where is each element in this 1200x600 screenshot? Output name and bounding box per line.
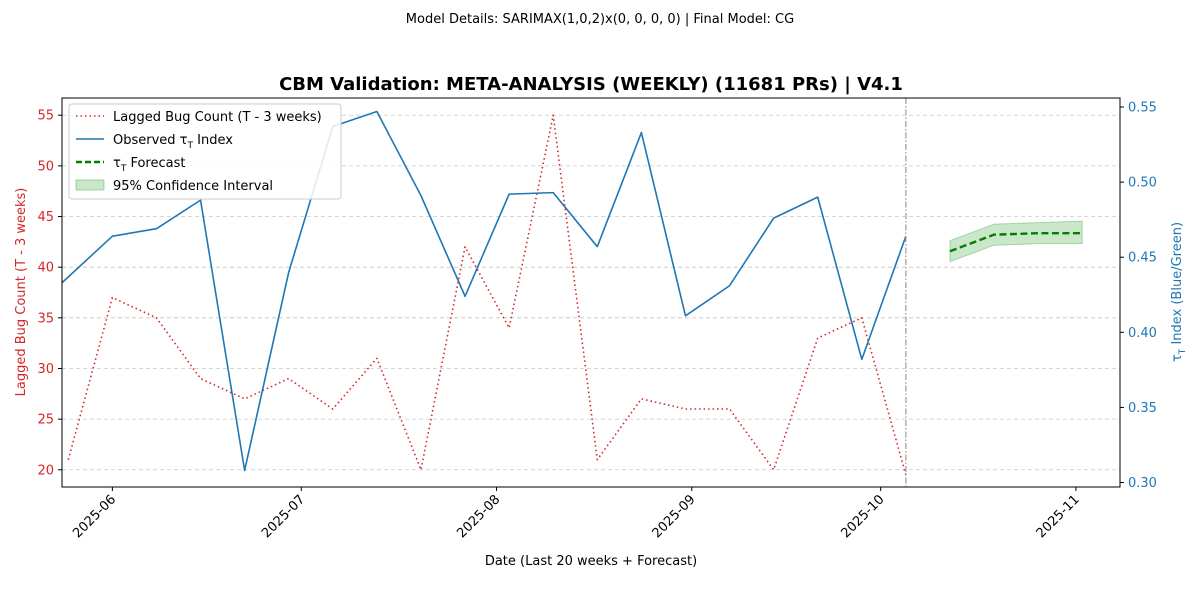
series-line-observed <box>61 110 907 472</box>
y-left-tick-label: 35 <box>37 311 54 326</box>
y-axis-right-label-tau: τ <box>1170 354 1185 362</box>
y-left-tick-label: 25 <box>37 413 54 428</box>
legend-label-forecast: τT Forecast <box>113 156 185 174</box>
legend-label-observed-main: Observed τ <box>113 133 188 148</box>
figure-suptitle: Model Details: SARIMAX(1,0,2)x(0, 0, 0, … <box>406 12 794 27</box>
legend-label-forecast-main: τ <box>113 156 121 171</box>
chart-title: CBM Validation: META-ANALYSIS (WEEKLY) (… <box>279 74 903 95</box>
y-left-tick-label: 45 <box>37 210 54 225</box>
legend: Lagged Bug Count (T - 3 weeks) Observed … <box>68 103 342 200</box>
x-tick-label: 2025-08 <box>454 492 503 541</box>
y-axis-right-label-sub: T <box>1178 348 1188 355</box>
y-right-tick-label: 0.55 <box>1128 101 1157 116</box>
legend-label-observed-suffix: Index <box>193 133 233 148</box>
y-right-tick-label: 0.50 <box>1128 176 1157 191</box>
y-left-tick-label: 30 <box>37 362 54 377</box>
legend-label-lagged: Lagged Bug Count (T - 3 weeks) <box>113 110 322 125</box>
x-tick-label: 2025-10 <box>838 492 887 541</box>
x-axis-label: Date (Last 20 weeks + Forecast) <box>485 554 697 569</box>
legend-label-forecast-sub: T <box>120 164 127 174</box>
legend-box <box>68 103 342 200</box>
y-right-tick-label: 0.35 <box>1128 401 1157 416</box>
legend-label-observed: Observed τT Index <box>113 133 233 151</box>
series-line-forecast <box>949 231 1083 253</box>
series-layer <box>61 98 1083 487</box>
x-tick-label: 2025-11 <box>1034 492 1083 541</box>
plot-frame <box>61 97 1121 488</box>
y-right-tick-label: 0.40 <box>1128 326 1157 341</box>
x-tick-label: 2025-09 <box>650 492 699 541</box>
y-axis-left-label: Lagged Bug Count (T - 3 weeks) <box>14 188 29 397</box>
y-left-tick-label: 40 <box>37 261 54 276</box>
x-tick-label: 2025-06 <box>70 492 119 541</box>
legend-label-ci: 95% Confidence Interval <box>113 179 273 194</box>
legend-swatch-ci <box>75 179 105 191</box>
y-axis-right-label: τT Index (Blue/Green) <box>1170 222 1188 362</box>
y-left-tick-label: 50 <box>37 159 54 174</box>
y-left-tick-label: 55 <box>37 109 54 124</box>
legend-label-forecast-suffix: Forecast <box>126 156 185 171</box>
legend-label-observed-sub: T <box>187 141 194 151</box>
y-right-tick-label: 0.45 <box>1128 251 1157 266</box>
y-right-tick-label: 0.30 <box>1128 476 1157 491</box>
y-axis-right-label-suffix: Index (Blue/Green) <box>1170 222 1185 349</box>
x-tick-label: 2025-07 <box>259 492 308 541</box>
confidence-interval-band <box>949 220 1083 263</box>
y-left-tick-label: 20 <box>37 463 54 478</box>
